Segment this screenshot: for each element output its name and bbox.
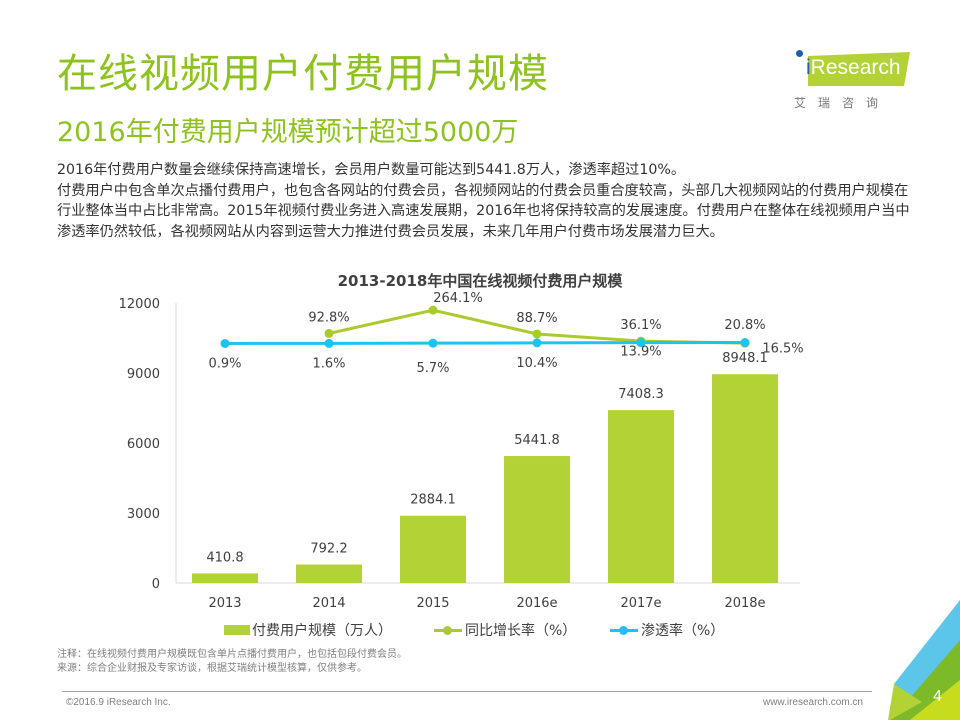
- legend-item-users: 付费用户规模（万人）: [224, 620, 392, 640]
- x-tick-label: 2018e: [724, 596, 765, 611]
- y-tick-label: 3000: [127, 507, 160, 522]
- penetration-rate-point: [428, 338, 438, 348]
- bar-data-label: 5441.8: [514, 433, 560, 448]
- i-dot-icon: [796, 50, 803, 57]
- legend-item-penetration: 渗透率（%）: [610, 620, 724, 640]
- bar-data-label: 410.8: [206, 550, 243, 565]
- website-link[interactable]: www.iresearch.com.cn: [762, 697, 863, 708]
- bar: [400, 515, 466, 583]
- bar: [192, 573, 258, 583]
- x-tick-label: 2013: [208, 596, 241, 611]
- penetration-rate-line: [224, 341, 746, 345]
- growth-rate-label: 20.8%: [724, 318, 765, 333]
- bar-data-label: 792.2: [310, 542, 347, 557]
- penetration-rate-label: 1.6%: [312, 356, 345, 371]
- chart-title: 2013-2018年中国在线视频付费用户规模: [337, 272, 623, 290]
- line-marker-icon: [610, 625, 638, 635]
- bar: [608, 410, 674, 583]
- penetration-rate-point: [220, 338, 230, 348]
- x-tick-label: 2016e: [516, 596, 557, 611]
- legend-label-penetration: 渗透率（%）: [641, 623, 725, 639]
- penetration-rate-point: [532, 338, 542, 348]
- copyright-text: ©2016.9 iResearch Inc.: [66, 697, 171, 708]
- logo-brand-text: iResearch: [806, 56, 901, 79]
- x-tick-label: 2015: [416, 596, 449, 611]
- growth-rate-label: 264.1%: [433, 291, 483, 306]
- page-subtitle: 2016年付费用户规模预计超过5000万: [57, 117, 519, 148]
- y-tick-label: 9000: [127, 367, 160, 382]
- growth-rate-point: [532, 329, 542, 339]
- penetration-rate-label: 16.5%: [762, 342, 803, 357]
- growth-rate-label: 36.1%: [620, 318, 661, 333]
- penetration-rate-label: 13.9%: [620, 345, 661, 360]
- bar: [296, 564, 362, 583]
- bar-data-label: 2884.1: [410, 493, 456, 508]
- logo-banner-shape: [808, 52, 910, 86]
- penetration-rate-label: 5.7%: [416, 361, 449, 376]
- y-tick-label: 6000: [127, 437, 160, 452]
- y-tick-label: 12000: [119, 297, 160, 312]
- note-text: 注释：在线视频付费用户规模既包含单片点播付费用户，也包括包段付费会员。: [57, 649, 407, 660]
- x-tick-label: 2014: [312, 596, 345, 611]
- footer-divider: [62, 691, 872, 692]
- page-number: 4: [933, 688, 942, 705]
- growth-rate-label: 88.7%: [516, 311, 557, 326]
- penetration-rate-point: [740, 338, 750, 348]
- chart-notes: 注释：在线视频付费用户规模既包含单片点播付费用户，也包括包段付费会员。 来源：综…: [57, 648, 407, 676]
- source-text: 来源：综合企业财报及专家访谈，根据艾瑞统计模型核算，仅供参考。: [57, 663, 367, 674]
- legend-label-growth: 同比增长率（%）: [465, 623, 577, 639]
- bar-swatch-icon: [224, 625, 250, 635]
- logo-cn-name: 艾瑞咨询: [794, 96, 891, 110]
- iresearch-logo: iResearch 艾瑞咨询: [792, 50, 922, 112]
- legend-label-users: 付费用户规模（万人）: [252, 623, 392, 639]
- legend-item-growth: 同比增长率（%）: [434, 620, 576, 640]
- penetration-rate-point: [636, 338, 646, 348]
- corner-decoration: [888, 600, 960, 720]
- growth-rate-label: 92.8%: [308, 310, 349, 325]
- page-title: 在线视频用户付费用户规模: [57, 51, 549, 97]
- summary-paragraph-1: 2016年付费用户数量会继续保持高速增长，会员用户数量可能达到5441.8万人，…: [57, 162, 686, 178]
- penetration-rate-point: [324, 338, 334, 348]
- x-tick-label: 2017e: [620, 596, 661, 611]
- bar-data-label: 7408.3: [618, 387, 664, 402]
- y-tick-label: 0: [152, 577, 160, 592]
- line-marker-icon: [434, 625, 462, 635]
- summary-text: 2016年付费用户数量会继续保持高速增长，会员用户数量可能达到5441.8万人，…: [57, 160, 917, 242]
- growth-rate-point: [428, 305, 438, 315]
- bar: [504, 456, 570, 583]
- growth-rate-point: [324, 328, 334, 338]
- penetration-rate-label: 0.9%: [208, 356, 241, 371]
- bar: [712, 374, 778, 583]
- penetration-rate-label: 10.4%: [516, 356, 557, 371]
- bar-data-label: 8948.1: [722, 351, 768, 366]
- summary-paragraph-2: 付费用户中包含单次点播付费用户，也包含各网站的付费会员，各视频网站的付费会员重合…: [57, 182, 910, 240]
